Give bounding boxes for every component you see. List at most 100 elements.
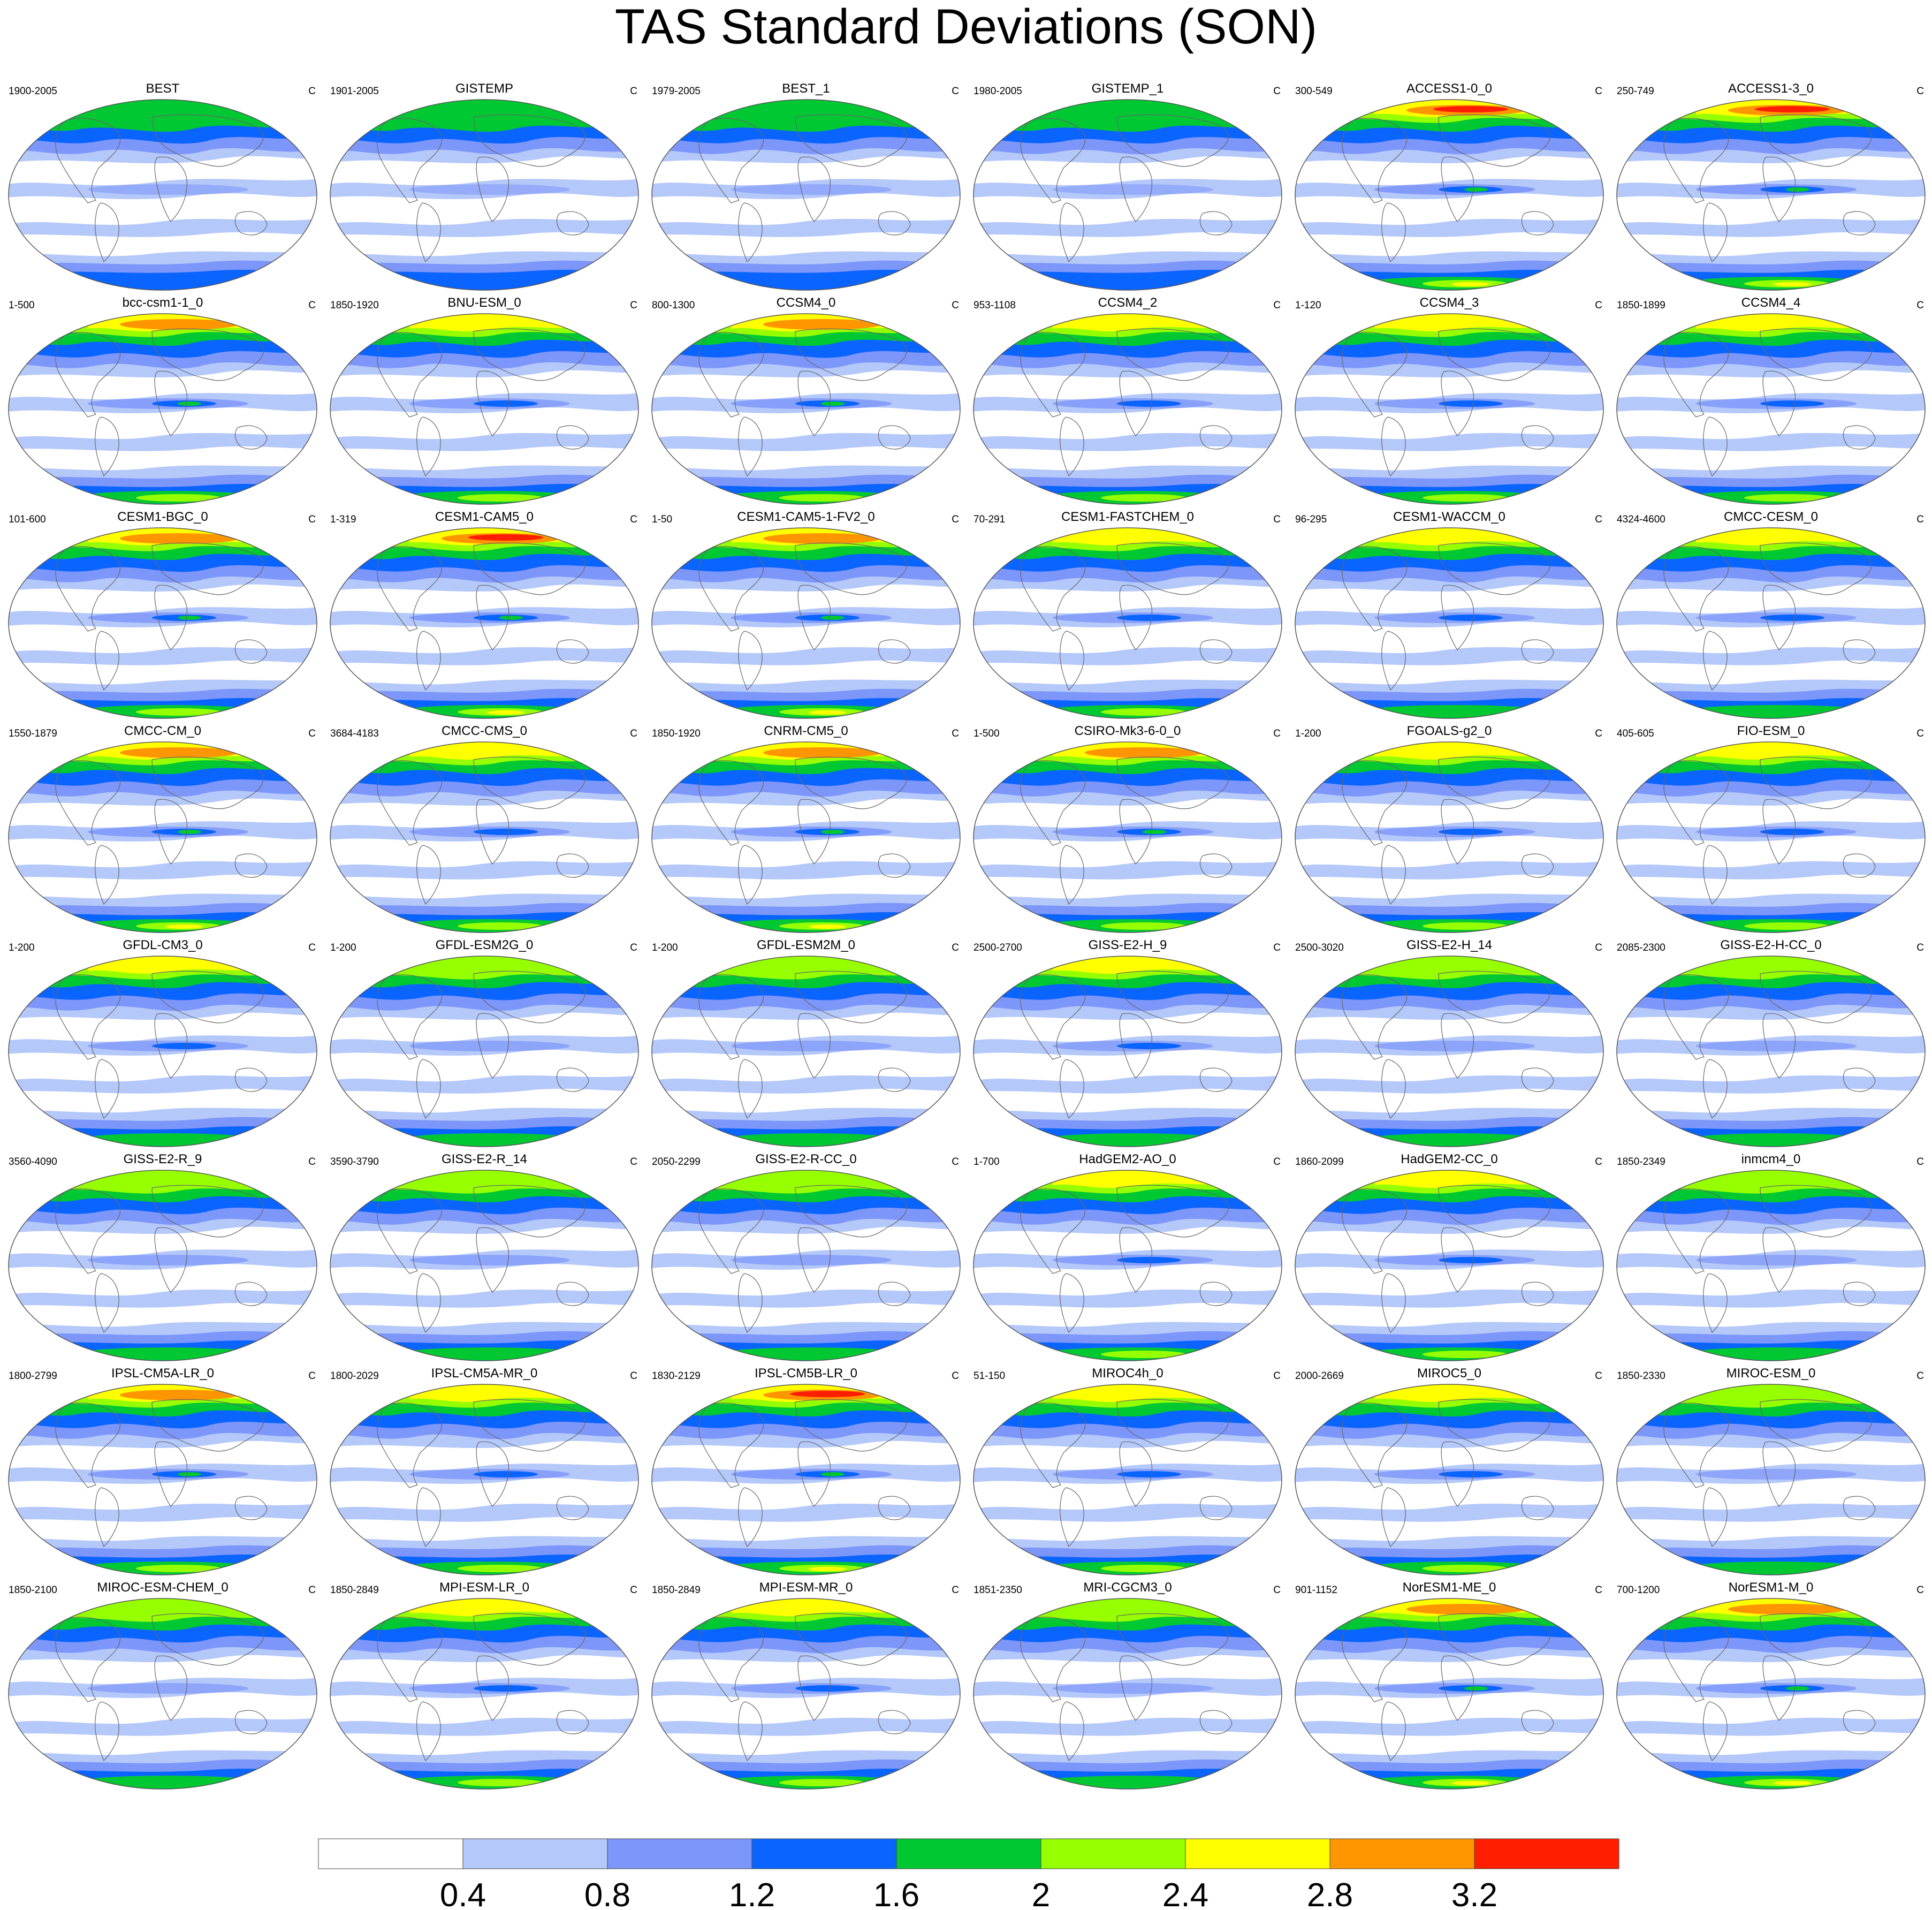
panel-title: IPSL-CM5B-LR_0	[754, 1366, 858, 1381]
panel-title: GISTEMP	[455, 81, 513, 96]
world-map	[8, 313, 317, 505]
panel-unit-label: C	[1273, 1370, 1281, 1382]
panel-title: GISS-E2-R_9	[123, 1152, 202, 1166]
page-title: TAS Standard Deviations (SON)	[614, 0, 1318, 54]
map-panel: 2500-3020 GISS-E2-H_14 C	[1289, 936, 1610, 1147]
world-map	[330, 99, 639, 291]
panel-unit-label: C	[952, 1585, 959, 1596]
colorbar-tick-label: 0.8	[584, 1877, 630, 1910]
panel-unit-label: C	[952, 300, 959, 311]
world-map	[973, 527, 1282, 719]
panel-years-label: 1-500	[9, 300, 35, 311]
world-map	[1295, 956, 1604, 1147]
panel-unit-label: C	[308, 1156, 316, 1168]
panel-years-label: 1851-2350	[973, 1585, 1022, 1596]
panel-unit-label: C	[952, 1370, 959, 1382]
colorbar-tick-label: 2.4	[1162, 1877, 1208, 1910]
panel-years-label: 2000-2669	[1295, 1370, 1344, 1382]
panel-unit-label: C	[308, 1585, 316, 1596]
panel-unit-label: C	[1273, 86, 1281, 97]
panel-years-label: 800-1300	[652, 300, 695, 311]
panel-title: CCSM4_4	[1741, 295, 1801, 310]
panel-years-label: 1979-2005	[652, 86, 701, 97]
panel-title: CMCC-CESM_0	[1723, 510, 1818, 524]
panel-title: MIROC-ESM_0	[1726, 1366, 1816, 1381]
map-panel: 1830-2129 IPSL-CM5B-LR_0 C	[645, 1364, 967, 1575]
panel-unit-label: C	[952, 86, 959, 97]
map-panel: 700-1200 NorESM1-M_0 C	[1610, 1578, 1931, 1790]
colorbar-tick-label: 3.2	[1451, 1877, 1497, 1910]
colorbar-swatch	[751, 1838, 897, 1869]
world-map	[973, 313, 1282, 505]
map-panel: 1850-2100 MIROC-ESM-CHEM_0 C	[2, 1578, 323, 1790]
world-map	[8, 1170, 317, 1361]
world-map	[651, 313, 961, 505]
map-panel: 901-1152 NorESM1-ME_0 C	[1289, 1578, 1610, 1790]
map-panel: 800-1300 CCSM4_0 C	[645, 293, 967, 505]
panel-title: IPSL-CM5A-LR_0	[111, 1366, 215, 1381]
panel-title: FGOALS-g2_0	[1406, 724, 1492, 738]
panel-unit-label: C	[1916, 942, 1924, 953]
panel-title: GISS-E2-H-CC_0	[1720, 938, 1822, 952]
panel-years-label: 1850-2349	[1617, 1156, 1665, 1168]
panel-unit-label: C	[630, 1585, 637, 1596]
panel-unit-label: C	[1916, 1370, 1924, 1382]
map-panel: 2085-2300 GISS-E2-H-CC_0 C	[1610, 936, 1931, 1147]
map-panel: 1850-2849 MPI-ESM-MR_0 C	[645, 1578, 967, 1790]
world-map	[1616, 1384, 1926, 1575]
colorbar-swatch	[1329, 1838, 1475, 1869]
world-map	[651, 527, 961, 719]
world-map	[1616, 956, 1926, 1147]
panel-years-label: 2500-2700	[973, 942, 1022, 953]
world-map	[330, 1170, 639, 1361]
colorbar-tick-label: 0.4	[440, 1877, 486, 1910]
colorbar-tick-label: 1.2	[729, 1877, 775, 1910]
panel-years-label: 1850-2100	[9, 1585, 57, 1596]
panel-unit-label: C	[630, 300, 637, 311]
panel-title: CCSM4_0	[776, 295, 836, 310]
panel-years-label: 2050-2299	[652, 1156, 701, 1168]
world-map	[973, 956, 1282, 1147]
panel-years-label: 2500-3020	[1295, 942, 1344, 953]
panel-unit-label: C	[630, 1156, 637, 1168]
world-map	[330, 1598, 639, 1790]
map-panel: 1850-2849 MPI-ESM-LR_0 C	[324, 1578, 645, 1790]
panel-title: HadGEM2-CC_0	[1401, 1152, 1498, 1166]
colorbar-swatch	[1185, 1838, 1330, 1869]
map-panel: 1979-2005 BEST_1 C	[645, 79, 967, 291]
panel-title: HadGEM2-AO_0	[1079, 1152, 1176, 1166]
panel-years-label: 1-500	[973, 728, 1000, 739]
colorbar-swatch	[1040, 1838, 1186, 1869]
map-panel: 1-120 CCSM4_3 C	[1289, 293, 1610, 505]
map-panel: 1860-2099 HadGEM2-CC_0 C	[1289, 1150, 1610, 1361]
world-map	[1616, 313, 1926, 505]
panel-title: CNRM-CM5_0	[764, 724, 848, 738]
map-panel: 1-319 CESM1-CAM5_0 C	[324, 507, 645, 719]
panel-years-label: 1850-2330	[1617, 1370, 1665, 1382]
world-map	[330, 741, 639, 933]
map-panel: 3684-4183 CMCC-CMS_0 C	[324, 722, 645, 933]
world-map	[8, 1384, 317, 1575]
panel-title: ACCESS1-0_0	[1406, 81, 1493, 96]
panel-unit-label: C	[952, 728, 959, 739]
map-panel: 101-600 CESM1-BGC_0 C	[2, 507, 323, 719]
world-map	[973, 1384, 1282, 1575]
panel-unit-label: C	[952, 1156, 959, 1168]
panel-title: MIROC4h_0	[1092, 1366, 1163, 1381]
map-panel: 1-200 GFDL-ESM2M_0 C	[645, 936, 967, 1147]
map-panel: 1-500 CSIRO-Mk3-6-0_0 C	[967, 722, 1288, 933]
panel-years-label: 1550-1879	[9, 728, 57, 739]
panel-title: MIROC-ESM-CHEM_0	[97, 1580, 229, 1595]
panel-title: inmcm4_0	[1741, 1152, 1801, 1166]
map-panel: 1800-2029 IPSL-CM5A-MR_0 C	[324, 1364, 645, 1575]
colorbar-swatch	[462, 1838, 608, 1869]
world-map	[651, 1598, 961, 1790]
panel-unit-label: C	[1273, 300, 1281, 311]
panel-years-label: 101-600	[9, 514, 46, 525]
colorbar-tick-label: 1.6	[873, 1877, 919, 1910]
world-map	[8, 741, 317, 933]
panel-unit-label: C	[1916, 86, 1924, 97]
map-panel: 2000-2669 MIROC5_0 C	[1289, 1364, 1610, 1575]
colorbar-swatch	[1474, 1838, 1619, 1869]
